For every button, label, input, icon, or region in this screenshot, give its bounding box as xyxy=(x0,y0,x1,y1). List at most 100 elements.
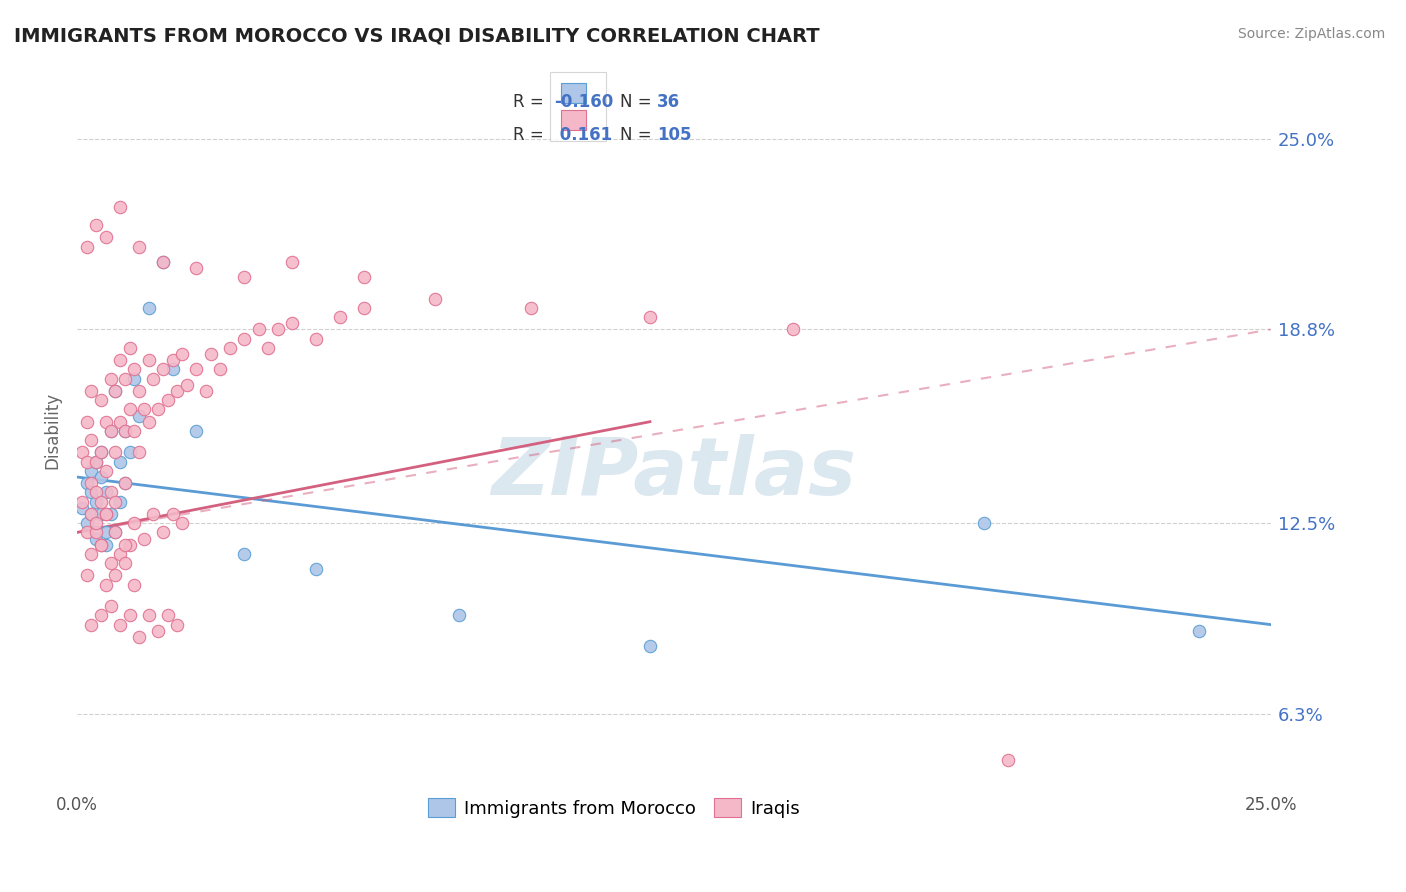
Point xyxy=(128,445,150,459)
Point xyxy=(70,500,93,515)
Y-axis label: Disability: Disability xyxy=(44,392,60,469)
Point xyxy=(80,617,103,632)
Point xyxy=(104,384,127,398)
Text: R =: R = xyxy=(513,93,548,112)
Point xyxy=(132,532,155,546)
Point xyxy=(80,476,103,491)
Point xyxy=(172,516,194,530)
Point xyxy=(186,362,208,376)
Text: 36: 36 xyxy=(657,93,681,112)
Point xyxy=(138,353,160,368)
Point xyxy=(124,424,146,438)
Point xyxy=(148,624,170,638)
Point xyxy=(108,415,131,429)
Point xyxy=(94,415,117,429)
Point xyxy=(114,424,136,438)
Point xyxy=(124,577,146,591)
Point xyxy=(162,507,184,521)
Point xyxy=(305,332,328,346)
Point xyxy=(247,322,270,336)
Point xyxy=(162,362,184,376)
Point xyxy=(281,316,304,330)
Point xyxy=(186,260,208,275)
Point xyxy=(519,301,541,315)
Point xyxy=(329,310,352,325)
Point xyxy=(782,322,804,336)
Point xyxy=(156,393,179,408)
Point xyxy=(80,485,103,500)
Point xyxy=(118,402,141,417)
Point xyxy=(266,322,288,336)
Point xyxy=(104,494,127,508)
Point xyxy=(108,200,131,214)
Point xyxy=(76,239,98,253)
Point xyxy=(108,353,131,368)
Point xyxy=(152,525,174,540)
Point xyxy=(233,547,256,561)
Point xyxy=(108,617,131,632)
Point xyxy=(114,476,136,491)
Point xyxy=(76,415,98,429)
Point xyxy=(124,516,146,530)
Point xyxy=(114,424,136,438)
Point xyxy=(94,230,117,244)
Point xyxy=(114,372,136,386)
Point xyxy=(104,525,127,540)
Point xyxy=(447,608,470,623)
Point xyxy=(233,332,256,346)
Text: N =: N = xyxy=(620,93,657,112)
Text: 105: 105 xyxy=(657,127,692,145)
Point xyxy=(100,556,122,570)
Point xyxy=(94,485,117,500)
Point xyxy=(142,372,165,386)
Point xyxy=(172,347,194,361)
Point xyxy=(162,353,184,368)
Point xyxy=(166,384,188,398)
Point xyxy=(114,556,136,570)
Point xyxy=(80,384,103,398)
Point xyxy=(997,753,1019,767)
Point xyxy=(124,362,146,376)
Point xyxy=(90,538,112,552)
Point xyxy=(94,507,117,521)
Point xyxy=(638,639,661,653)
Point xyxy=(166,617,188,632)
Point xyxy=(104,568,127,582)
Point xyxy=(1188,624,1211,638)
Point xyxy=(76,455,98,469)
Point xyxy=(138,608,160,623)
Point xyxy=(84,218,107,232)
Point xyxy=(104,445,127,459)
Point xyxy=(104,384,127,398)
Point xyxy=(84,494,107,508)
Point xyxy=(186,424,208,438)
Point xyxy=(142,507,165,521)
Point xyxy=(76,525,98,540)
Point xyxy=(108,455,131,469)
Point xyxy=(90,538,112,552)
Point xyxy=(973,516,995,530)
Point xyxy=(70,445,93,459)
Point xyxy=(257,341,280,355)
Point xyxy=(281,255,304,269)
Point xyxy=(128,630,150,644)
Point xyxy=(90,494,112,508)
Point xyxy=(233,270,256,285)
Point xyxy=(118,608,141,623)
Point xyxy=(209,362,232,376)
Point xyxy=(104,525,127,540)
Point xyxy=(80,464,103,478)
Point xyxy=(84,455,107,469)
Point xyxy=(80,433,103,447)
Point xyxy=(128,384,150,398)
Point xyxy=(128,409,150,423)
Point xyxy=(353,301,375,315)
Text: IMMIGRANTS FROM MOROCCO VS IRAQI DISABILITY CORRELATION CHART: IMMIGRANTS FROM MOROCCO VS IRAQI DISABIL… xyxy=(14,27,820,45)
Point xyxy=(84,525,107,540)
Point xyxy=(200,347,222,361)
Point xyxy=(76,476,98,491)
Point xyxy=(148,402,170,417)
Point xyxy=(118,538,141,552)
Point xyxy=(176,377,198,392)
Point xyxy=(100,372,122,386)
